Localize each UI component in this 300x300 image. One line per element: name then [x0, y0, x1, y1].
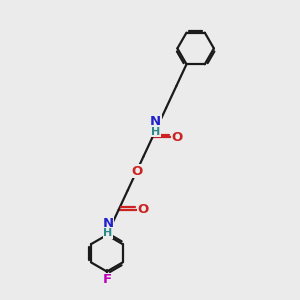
- Text: N: N: [103, 217, 114, 230]
- Text: H: H: [103, 228, 112, 238]
- Text: O: O: [137, 203, 149, 216]
- Text: H: H: [151, 127, 160, 136]
- Text: O: O: [171, 131, 182, 144]
- Text: F: F: [102, 273, 111, 286]
- Text: N: N: [150, 115, 161, 128]
- Text: O: O: [131, 165, 142, 178]
